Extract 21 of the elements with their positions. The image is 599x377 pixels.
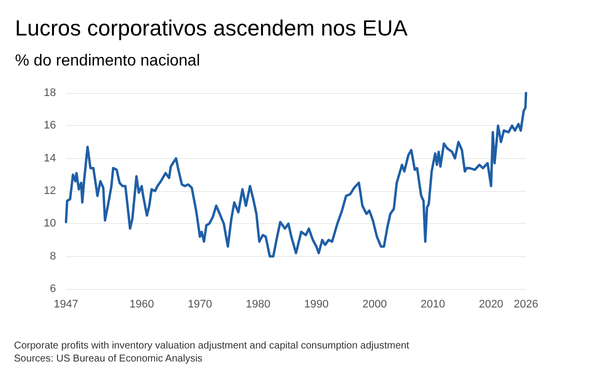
x-tick-label: 1970 [188, 298, 212, 310]
x-tick-label: 1990 [304, 298, 329, 310]
chart-title: Lucros corporativos ascendem nos EUA [15, 16, 408, 40]
text: Corporate profits with inventory valuation adjustment and capital consumption adjustment [14, 340, 410, 352]
y-tick-label: 6 [50, 283, 56, 295]
x-tick-label: 1947 [54, 298, 78, 310]
x-tick-label: 1980 [246, 298, 270, 310]
x-tick-label: 2010 [420, 298, 446, 310]
y-tick-label: 18 [44, 87, 56, 99]
y-tick-label: 16 [44, 120, 56, 132]
y-tick-label: 8 [50, 250, 56, 262]
x-tick-label: 2000 [362, 298, 387, 310]
chart-subtitle: % do rendimento nacional [15, 52, 200, 70]
x-tick-label: 2020 [478, 298, 504, 310]
source-note: Sources: US Bureau of Economic Analysis [14, 354, 202, 364]
line-series [64, 92, 528, 258]
y-tick-label: 12 [44, 185, 56, 197]
x-tick-label: 2026 [514, 298, 538, 310]
y-tick-label: 10 [44, 218, 56, 230]
y-tick-label: 14 [44, 152, 56, 164]
x-tick-label: 1960 [129, 298, 154, 310]
